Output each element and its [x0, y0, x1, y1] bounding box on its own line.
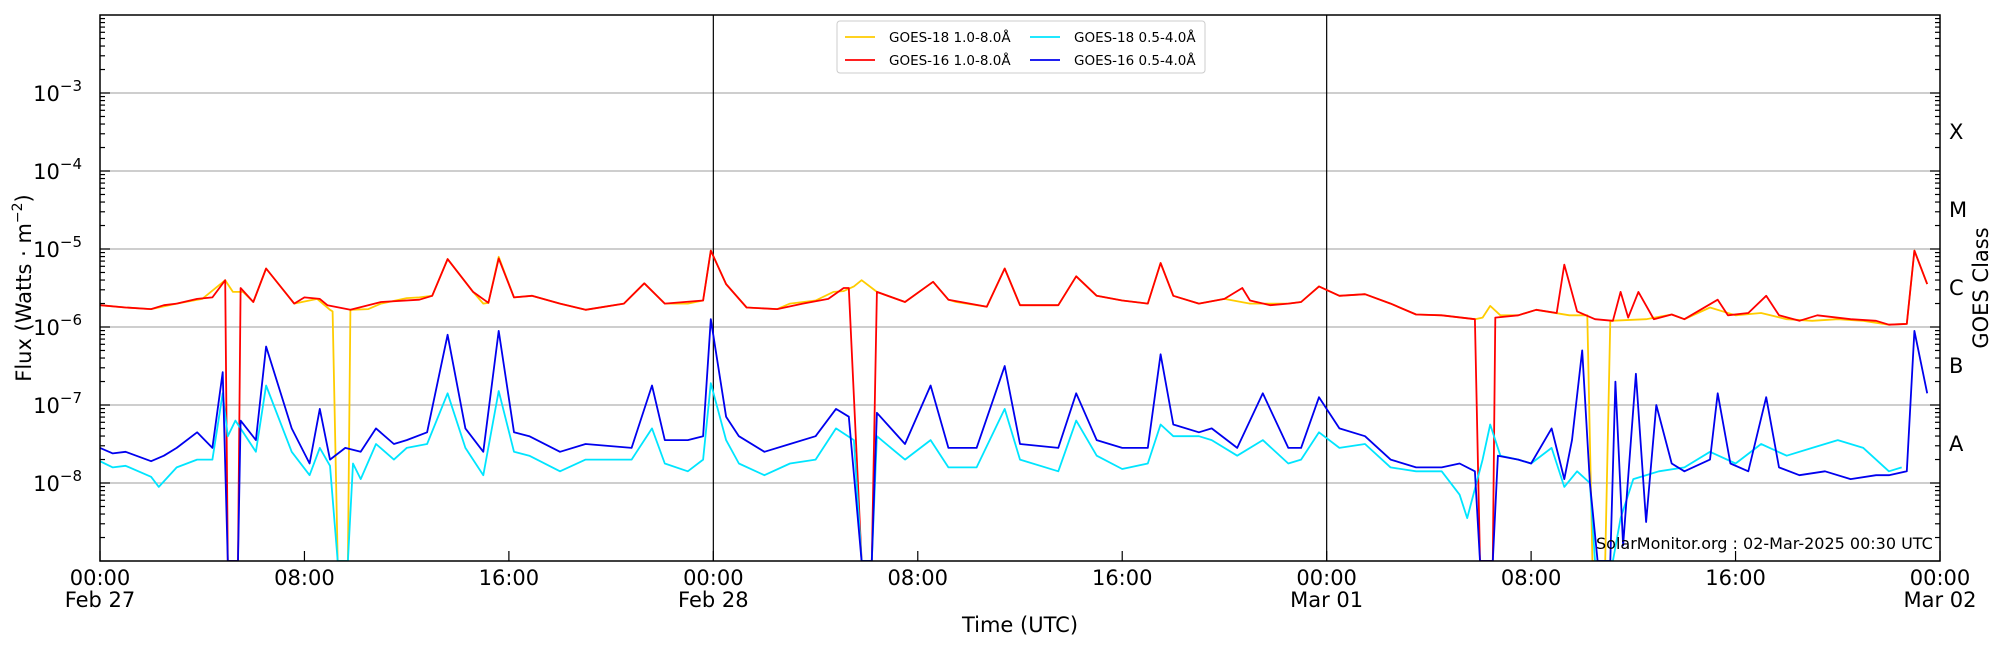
- x-tick-date: Mar 01: [1290, 588, 1363, 612]
- goes-class-label: B: [1949, 354, 1963, 378]
- data-series: [100, 249, 1929, 561]
- legend-label: GOES-18 0.5-4.0Å: [1074, 29, 1196, 46]
- x-tick-date: Feb 28: [678, 588, 749, 612]
- x-tick-time: 00:00: [70, 566, 131, 590]
- x-tick-time: 16:00: [1705, 566, 1766, 590]
- series-line: [100, 382, 1902, 561]
- goes-class-label: X: [1949, 120, 1963, 144]
- legend-label: GOES-16 0.5-4.0Å: [1074, 52, 1196, 69]
- x-tick-date: Mar 02: [1903, 588, 1976, 612]
- x-tick-date: Feb 27: [65, 588, 136, 612]
- y-tick-label: 10−7: [33, 389, 82, 418]
- y2-axis-title: GOES Class: [1969, 227, 1993, 348]
- day-separator-lines: [712, 15, 1328, 561]
- y-tick-label: 10−6: [33, 311, 82, 340]
- y-tick-label: 10−8: [33, 467, 82, 496]
- y-tick-label: 10−3: [33, 77, 82, 106]
- legend-label: GOES-18 1.0-8.0Å: [889, 29, 1011, 46]
- x-tick-time: 16:00: [1092, 566, 1153, 590]
- goes-class-label: A: [1949, 432, 1964, 456]
- y-axis-title: Flux (Watts · m−2): [10, 194, 36, 382]
- series-line: [100, 318, 1929, 561]
- x-tick-time: 00:00: [1296, 566, 1357, 590]
- goes-class-label: M: [1949, 198, 1967, 222]
- grid-lines: [100, 92, 1940, 484]
- legend: GOES-18 1.0-8.0Å GOES-18 0.5-4.0Å GOES-16 …: [836, 20, 1206, 74]
- legend-box: [836, 20, 1206, 74]
- x-axis-title: Time (UTC): [961, 613, 1078, 637]
- series-line: [100, 249, 1929, 561]
- x-tick-time: 08:00: [274, 566, 335, 590]
- goes-class-labels: X M C B A: [1949, 120, 1967, 456]
- legend-label: GOES-16 1.0-8.0Å: [889, 52, 1011, 69]
- goes-class-label: C: [1949, 276, 1964, 300]
- timestamp-annotation: SolarMonitor.org : 02-Mar-2025 00:30 UTC: [1596, 534, 1933, 553]
- y-tick-label: 10−4: [33, 155, 82, 184]
- x-tick-time: 08:00: [1501, 566, 1562, 590]
- x-tick-time: 00:00: [683, 566, 744, 590]
- x-tick-time: 00:00: [1910, 566, 1971, 590]
- series-line: [100, 249, 1929, 561]
- y-tick-label: 10−5: [33, 233, 82, 262]
- x-tick-time: 16:00: [479, 566, 540, 590]
- plot-frame: [99, 14, 1941, 562]
- x-tick-time: 08:00: [888, 566, 949, 590]
- y-axis-ticks: 10−3 10−4 10−5 10−6 10−7 10−8: [33, 17, 1940, 562]
